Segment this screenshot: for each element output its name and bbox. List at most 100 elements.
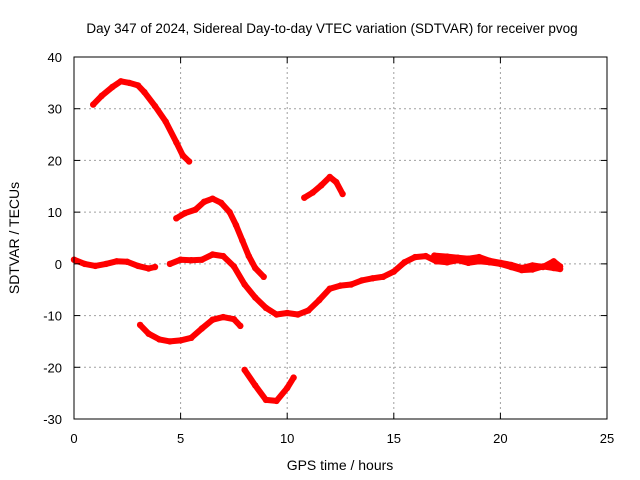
data-point	[339, 190, 346, 198]
data-point	[497, 259, 504, 266]
data-point	[475, 253, 483, 261]
series-arc-a	[90, 78, 193, 165]
chart-title: Day 347 of 2024, Sidereal Day-to-day VTE…	[86, 21, 577, 36]
data-point	[217, 199, 225, 206]
data-point	[262, 396, 270, 404]
data-point	[124, 258, 131, 265]
data-point	[252, 294, 259, 301]
data-point	[284, 309, 291, 317]
data-point	[305, 307, 312, 314]
data-point	[102, 260, 110, 268]
data-point	[173, 215, 180, 222]
data-point	[529, 262, 536, 269]
data-point	[126, 79, 133, 87]
data-point	[173, 139, 180, 146]
data-point	[177, 256, 184, 263]
data-point	[109, 83, 116, 91]
data-point	[260, 273, 267, 280]
plot-frame	[73, 56, 608, 420]
data-point	[151, 102, 159, 110]
data-point	[166, 260, 174, 268]
data-point	[145, 265, 152, 272]
y-tick-label: -20	[43, 360, 62, 375]
y-axis-label: SDTVAR / TECUs	[6, 182, 22, 294]
data-point	[136, 321, 144, 329]
data-point	[198, 325, 206, 332]
data-point	[220, 313, 227, 321]
data-point	[316, 296, 323, 304]
data-point	[134, 262, 142, 270]
y-tick-label: -10	[43, 309, 62, 324]
data-point	[209, 251, 216, 258]
x-axis-label: GPS time / hours	[287, 457, 394, 473]
data-point	[166, 338, 174, 345]
data-point	[443, 259, 451, 266]
data-point	[230, 263, 238, 270]
data-point	[431, 252, 438, 259]
data-point	[326, 173, 333, 181]
data-point	[556, 263, 564, 270]
data-point	[411, 253, 419, 261]
data-point	[284, 384, 291, 392]
data-point	[443, 253, 451, 260]
data-point	[230, 316, 238, 323]
data-point	[390, 268, 397, 275]
data-point	[179, 152, 186, 159]
y-tick-label: 30	[48, 102, 62, 117]
x-tick-label: 10	[280, 431, 294, 446]
data-point	[262, 304, 270, 311]
data-point	[92, 262, 99, 270]
data-point	[220, 252, 227, 260]
x-tick-label: 25	[600, 431, 614, 446]
x-tick-label: 15	[387, 431, 401, 446]
data-point	[245, 252, 252, 260]
data-point	[185, 158, 193, 165]
data-point	[209, 195, 216, 202]
data-point	[252, 382, 259, 389]
data-point	[326, 285, 333, 292]
data-point	[145, 330, 152, 337]
data-point	[273, 397, 280, 405]
data-point	[188, 257, 195, 264]
data-point	[539, 263, 547, 271]
data-point	[117, 78, 125, 85]
data-point	[422, 252, 429, 260]
x-tick-label: 0	[70, 431, 77, 446]
data-point	[151, 263, 159, 271]
data-point	[454, 254, 461, 261]
data-point	[113, 258, 120, 265]
data-point	[177, 337, 184, 344]
data-point	[226, 208, 233, 216]
y-tick-label: -30	[43, 412, 62, 427]
data-point	[318, 182, 325, 189]
data-point	[188, 334, 195, 341]
data-point	[337, 282, 344, 289]
y-tick-label: 0	[55, 257, 62, 272]
series-arc-c	[173, 195, 267, 280]
data-point	[241, 366, 248, 374]
data-point	[507, 261, 515, 269]
data-point	[518, 264, 525, 272]
x-tick-label: 20	[493, 431, 507, 446]
data-point	[241, 281, 248, 288]
axis-ticks: 0 5 10 15 20 25 40 30 20 10 0 -10 -20 -30	[43, 50, 614, 446]
data-point	[90, 101, 97, 108]
data-point	[401, 259, 408, 266]
data-point	[239, 237, 246, 244]
data-point	[550, 258, 557, 265]
data-point	[486, 257, 493, 264]
data-point	[294, 311, 302, 318]
data-point	[162, 118, 169, 125]
y-tick-label: 40	[48, 50, 62, 65]
data-point	[252, 264, 259, 272]
data-point	[358, 277, 365, 284]
data-point	[181, 210, 189, 217]
data-point	[192, 206, 199, 213]
data-point	[237, 322, 244, 330]
data-point	[333, 178, 340, 186]
data-series	[70, 78, 564, 405]
data-point	[369, 275, 376, 282]
data-point	[81, 260, 88, 268]
data-point	[232, 221, 240, 229]
